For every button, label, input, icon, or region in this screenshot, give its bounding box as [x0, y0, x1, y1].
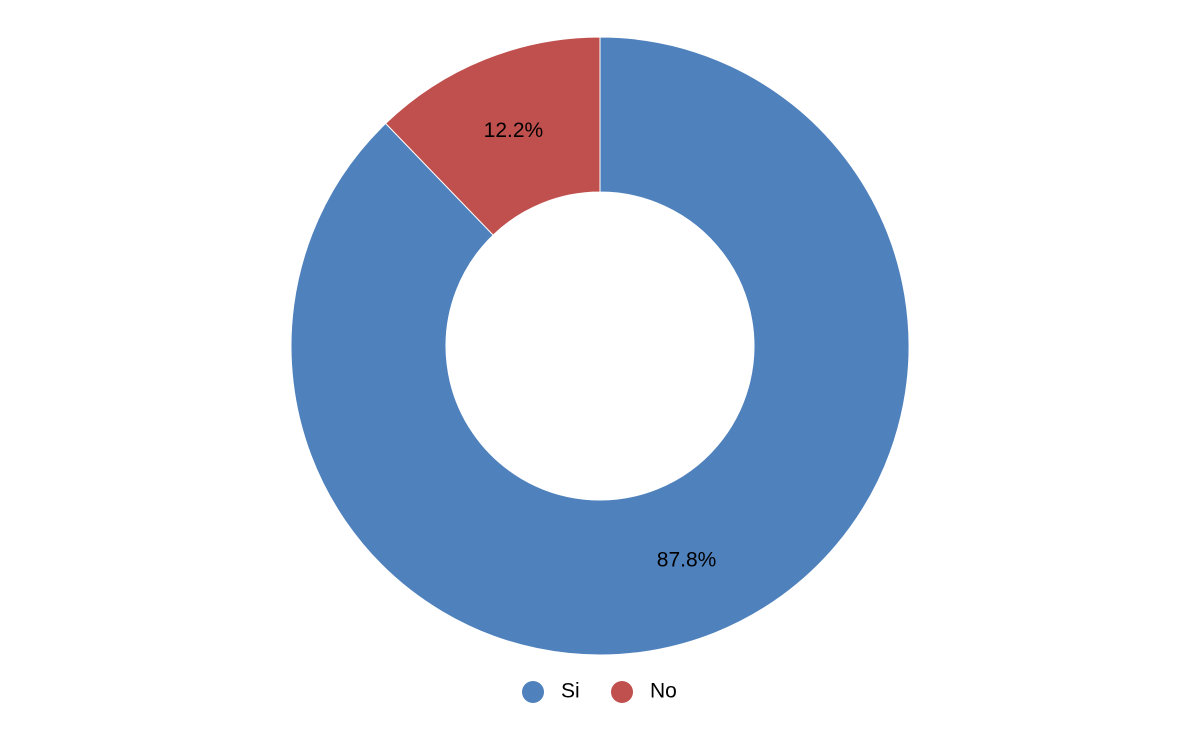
legend-label: Si	[561, 680, 580, 703]
donut-slice	[290, 36, 910, 656]
legend-marker	[611, 681, 633, 703]
data-label: 87.8%	[657, 548, 717, 571]
donut-slice	[384, 36, 601, 236]
data-label: 12.2%	[484, 119, 544, 142]
legend-marker	[522, 681, 544, 703]
legend-label: No	[650, 680, 677, 703]
